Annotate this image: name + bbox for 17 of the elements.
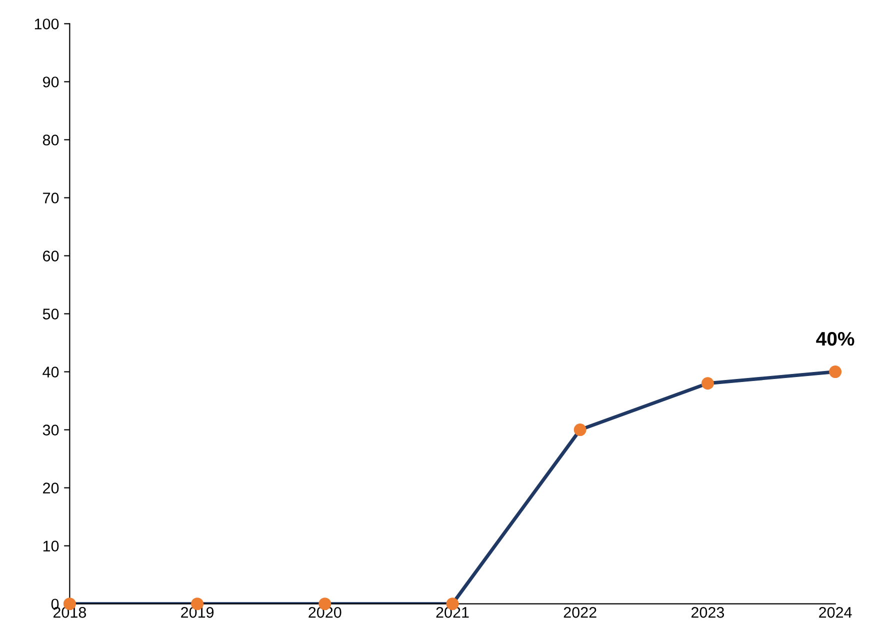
point (574, 424, 586, 436)
y-tick-label: 30 (42, 424, 59, 436)
y-tick-label: 10 (43, 540, 59, 552)
point (829, 366, 842, 378)
y-tick-label: 70 (43, 192, 59, 204)
point (701, 377, 714, 390)
y-tick-label: 90 (42, 76, 59, 88)
x-tick-label: 2023 (691, 607, 724, 618)
y-tick-label: 60 (43, 250, 59, 262)
y-tick-label: 20 (43, 482, 59, 494)
y-tick-label: 100 (34, 18, 59, 30)
data-label: 40% (816, 332, 854, 346)
x-tick-label: 2024 (819, 607, 852, 618)
y-tick-label: 50 (42, 308, 59, 320)
y-tick-label: 80 (42, 134, 59, 146)
x-tick-label: 2022 (564, 607, 596, 618)
y-tick-label: 40 (42, 366, 59, 378)
